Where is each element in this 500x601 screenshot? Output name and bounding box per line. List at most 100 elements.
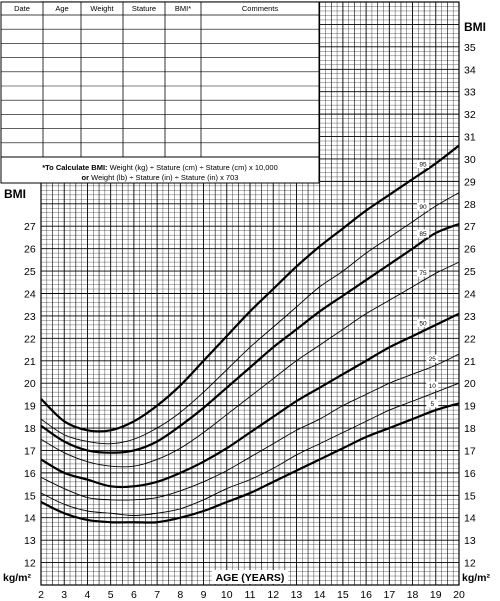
percentile-label-bg <box>417 160 430 169</box>
y-tick-right: 31 <box>464 132 476 144</box>
y-tick-bg <box>22 219 39 233</box>
y-tick-right: 17 <box>464 445 476 457</box>
percentile-label-50: 50 <box>419 321 427 328</box>
percentile-curve-85 <box>40 222 460 454</box>
percentile-label-bg <box>417 319 430 328</box>
y-tick-right: 13 <box>464 535 476 547</box>
y-tick-bg <box>22 376 39 390</box>
percentile-curve-75 <box>40 261 460 468</box>
y-tick-bg <box>462 465 479 479</box>
ylabel-right: BMI <box>464 20 486 34</box>
y-tick-left: 15 <box>24 490 36 502</box>
record-table-header: Weight <box>90 4 114 13</box>
bmi-formula-note: *To Calculate BMI: Weight (kg) ÷ Stature… <box>0 156 320 184</box>
xlabel: AGE (YEARS) <box>216 572 285 584</box>
axis-labels: 1213141516171819202122232425262712131415… <box>2 19 498 601</box>
ylabel-bg <box>2 186 36 201</box>
percentile-label-25: 25 <box>429 356 437 363</box>
y-tick-bg <box>462 286 479 300</box>
y-tick-right: 19 <box>464 401 476 413</box>
y-tick-bg <box>462 331 479 345</box>
x-tick: 9 <box>201 589 207 601</box>
y-tick-right: 26 <box>464 244 476 256</box>
percentile-label-bg <box>426 381 439 390</box>
xlabel-bg <box>212 570 288 584</box>
y-tick-bg <box>462 219 479 233</box>
y-tick-right: 18 <box>464 423 476 435</box>
percentile-label-bg <box>426 399 439 408</box>
y-tick-bg <box>22 331 39 345</box>
percentile-curves: 5 10 25 50 75 85 90 95 <box>40 144 460 524</box>
record-table-frame <box>0 1 320 158</box>
y-tick-right: 28 <box>464 199 476 211</box>
y-tick-right: 16 <box>464 468 476 480</box>
y-tick-right: 20 <box>464 378 476 390</box>
percentile-label-bg <box>417 268 430 277</box>
y-tick-bg <box>22 533 39 547</box>
y-tick-right: 12 <box>464 558 476 570</box>
x-tick: 7 <box>154 589 160 601</box>
x-tick: 6 <box>131 589 137 601</box>
percentile-curve-25 <box>40 353 460 501</box>
y-tick-bg <box>22 421 39 435</box>
y-tick-left: 14 <box>24 513 36 525</box>
unit-bg <box>2 570 39 584</box>
y-tick-bg <box>462 62 479 76</box>
y-tick-bg <box>22 286 39 300</box>
percentile-label-bg <box>426 354 439 363</box>
y-tick-left: 22 <box>24 333 36 345</box>
y-tick-bg <box>22 488 39 502</box>
percentile-label-bg <box>417 229 430 238</box>
y-tick-bg <box>462 84 479 98</box>
y-tick-bg <box>462 107 479 121</box>
y-tick-bg <box>462 264 479 278</box>
unit-label-left: kg/m² <box>3 572 32 584</box>
percentile-label-95: 95 <box>419 162 427 169</box>
y-tick-bg <box>22 443 39 457</box>
ylabel-left: BMI <box>4 187 26 201</box>
y-tick-right: 24 <box>464 289 476 301</box>
x-tick: 20 <box>453 589 465 601</box>
formula-box <box>0 156 320 184</box>
y-tick-left: 21 <box>24 356 36 368</box>
unit-bg <box>461 570 498 584</box>
y-tick-bg <box>22 510 39 524</box>
formula-line-2: or Weight (lb) ÷ Stature (in) ÷ Stature … <box>82 173 239 182</box>
y-tick-left: 16 <box>24 468 36 480</box>
y-tick-left: 23 <box>24 311 36 323</box>
y-tick-bg <box>462 39 479 53</box>
y-tick-bg <box>462 308 479 322</box>
y-tick-left: 12 <box>24 558 36 570</box>
y-tick-bg <box>462 555 479 569</box>
y-tick-bg <box>462 421 479 435</box>
record-table: Date Age Weight Stature BMI* Comments <box>0 1 320 158</box>
y-tick-right: 29 <box>464 176 476 188</box>
x-tick: 3 <box>61 589 67 601</box>
y-tick-bg <box>22 465 39 479</box>
x-tick: 15 <box>337 589 349 601</box>
y-tick-right: 30 <box>464 154 476 166</box>
y-tick-bg <box>462 398 479 412</box>
percentile-label-5: 5 <box>430 401 434 408</box>
ylabel-bg <box>462 19 496 34</box>
y-tick-bg <box>462 510 479 524</box>
x-tick: 11 <box>245 589 256 601</box>
x-tick: 8 <box>177 589 183 601</box>
y-tick-bg <box>462 151 479 165</box>
formula-line-1: *To Calculate BMI: Weight (kg) ÷ Stature… <box>42 163 278 172</box>
x-tick: 4 <box>85 589 91 601</box>
x-tick: 13 <box>291 589 303 601</box>
percentile-curve-10 <box>40 382 460 516</box>
y-tick-bg <box>462 241 479 255</box>
y-tick-right: 35 <box>464 42 476 54</box>
y-tick-bg <box>462 129 479 143</box>
y-tick-right: 27 <box>464 221 476 233</box>
y-tick-bg <box>462 353 479 367</box>
y-tick-left: 24 <box>24 289 36 301</box>
y-tick-left: 17 <box>24 445 36 457</box>
record-table-header: Comments <box>242 4 279 13</box>
y-tick-bg <box>462 488 479 502</box>
percentile-curve-50 <box>40 312 460 489</box>
x-tick: 19 <box>430 589 442 601</box>
